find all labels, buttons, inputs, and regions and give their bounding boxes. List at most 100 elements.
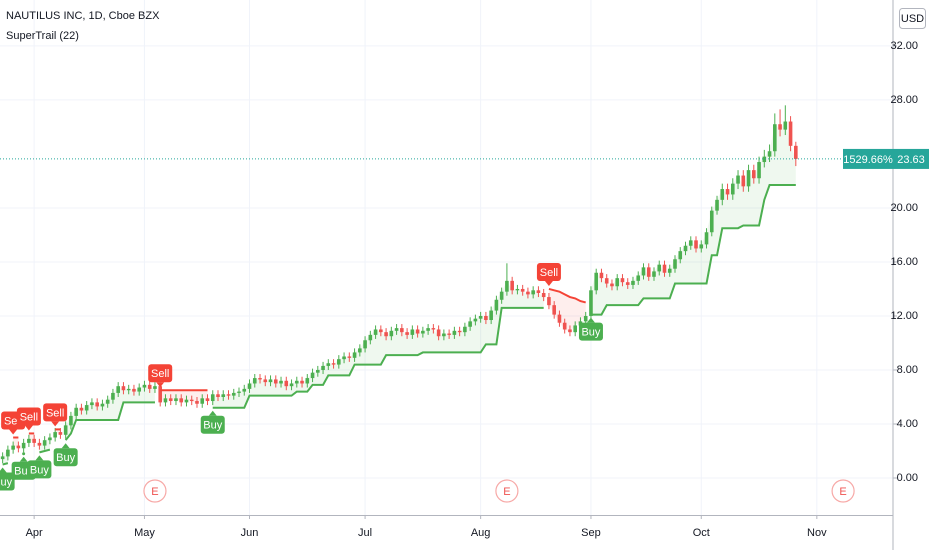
candle-body bbox=[463, 326, 467, 333]
candle-body bbox=[510, 280, 514, 291]
candle-body bbox=[484, 315, 488, 321]
candle-body bbox=[536, 290, 541, 294]
candle-body bbox=[310, 372, 315, 379]
candle-body bbox=[562, 322, 567, 330]
candle-body bbox=[48, 437, 52, 441]
candle-body bbox=[730, 183, 735, 195]
candle-body bbox=[0, 456, 5, 460]
candle-body bbox=[394, 328, 399, 331]
y-tick-label: 28.00 bbox=[890, 94, 918, 106]
price-label: 23.63 bbox=[897, 154, 925, 166]
candle-body bbox=[415, 329, 420, 334]
candle-body bbox=[363, 340, 367, 349]
candle-body bbox=[473, 318, 478, 322]
candle-body bbox=[84, 405, 89, 411]
y-tick-label: 0.00 bbox=[897, 472, 918, 484]
change-label: 1529.66% bbox=[843, 154, 893, 166]
candle-body bbox=[515, 288, 520, 291]
earnings-label: E bbox=[151, 486, 158, 498]
earnings-marker bbox=[143, 479, 167, 503]
candle-body bbox=[163, 398, 168, 403]
y-tick-label: 4.00 bbox=[897, 418, 918, 430]
candle-body bbox=[168, 398, 173, 402]
candle-body bbox=[636, 275, 641, 281]
candle-body bbox=[27, 438, 31, 443]
candle-body bbox=[746, 170, 751, 187]
candle-body bbox=[725, 189, 730, 195]
signal-pointer bbox=[586, 317, 595, 323]
candle-body bbox=[294, 380, 299, 384]
candle-body bbox=[662, 264, 667, 273]
signal-label: Buy bbox=[56, 452, 75, 464]
candle-body bbox=[205, 398, 210, 402]
candle-body bbox=[11, 445, 15, 450]
y-tick-label: 20.00 bbox=[890, 202, 918, 214]
currency-button[interactable] bbox=[899, 8, 926, 29]
y-tick-label: 12.00 bbox=[890, 310, 918, 322]
signal-label: Buy bbox=[0, 476, 13, 488]
candle-body bbox=[21, 442, 26, 449]
candle-body bbox=[32, 438, 36, 443]
supertrail-line bbox=[64, 401, 155, 441]
signal-badge bbox=[148, 364, 173, 383]
candle-body bbox=[42, 440, 47, 446]
signal-pointer bbox=[24, 425, 33, 431]
candle-body bbox=[174, 398, 178, 402]
signal-label: Sell bbox=[540, 267, 558, 279]
candle-body bbox=[599, 272, 604, 279]
candle-body bbox=[410, 329, 415, 335]
candle-body bbox=[547, 297, 551, 306]
candle-body bbox=[326, 363, 331, 366]
signal-pointer bbox=[35, 455, 44, 461]
candle-body bbox=[100, 403, 105, 407]
signal-pointer bbox=[208, 410, 217, 416]
trail-fill bbox=[13, 437, 19, 449]
candle-body bbox=[494, 299, 499, 311]
candle-body bbox=[468, 321, 472, 327]
candle-body bbox=[478, 315, 483, 319]
candle-body bbox=[447, 333, 451, 335]
candle-body bbox=[757, 162, 761, 179]
signal-badge bbox=[536, 262, 561, 281]
candle-body bbox=[767, 151, 772, 157]
candle-body bbox=[226, 394, 231, 396]
x-tick-label: Sep bbox=[581, 527, 601, 539]
earnings-marker bbox=[495, 479, 519, 503]
candle-body bbox=[111, 392, 115, 400]
candle-body bbox=[615, 278, 620, 287]
signal-badge bbox=[578, 322, 603, 341]
supertrail-line bbox=[39, 448, 51, 454]
supertrail-line bbox=[2, 462, 9, 466]
signal-label: Buy bbox=[203, 420, 222, 432]
candle-body bbox=[116, 386, 120, 393]
earnings-marker bbox=[831, 479, 855, 503]
candle-body bbox=[557, 314, 562, 323]
candle-body bbox=[279, 380, 283, 384]
candle-body bbox=[379, 329, 383, 333]
candle-body bbox=[499, 291, 504, 300]
currency-label[interactable]: USD bbox=[901, 13, 924, 25]
signal-badge bbox=[200, 415, 225, 434]
candle-body bbox=[74, 407, 78, 416]
candle-body bbox=[688, 240, 693, 246]
candle-body bbox=[189, 399, 194, 402]
candle-body bbox=[436, 329, 441, 337]
signal-pointer bbox=[19, 456, 28, 462]
x-tick-label: Aug bbox=[471, 527, 491, 539]
candle-body bbox=[142, 384, 147, 388]
x-tick-label: Nov bbox=[807, 527, 827, 539]
candle-body bbox=[794, 145, 798, 159]
candle-body bbox=[63, 425, 68, 435]
signal-pointer bbox=[51, 421, 60, 427]
y-tick-label: 16.00 bbox=[890, 256, 918, 268]
plot-area: BuySellBuySellBuySellBuySellBuySellBuyEE… bbox=[0, 105, 893, 503]
candle-body bbox=[69, 415, 73, 426]
supertrail-line bbox=[548, 287, 586, 304]
candle-body bbox=[289, 383, 294, 387]
candle-body bbox=[316, 369, 320, 373]
candle-body bbox=[247, 383, 252, 389]
candle-body bbox=[195, 401, 199, 404]
candle-body bbox=[646, 267, 651, 277]
